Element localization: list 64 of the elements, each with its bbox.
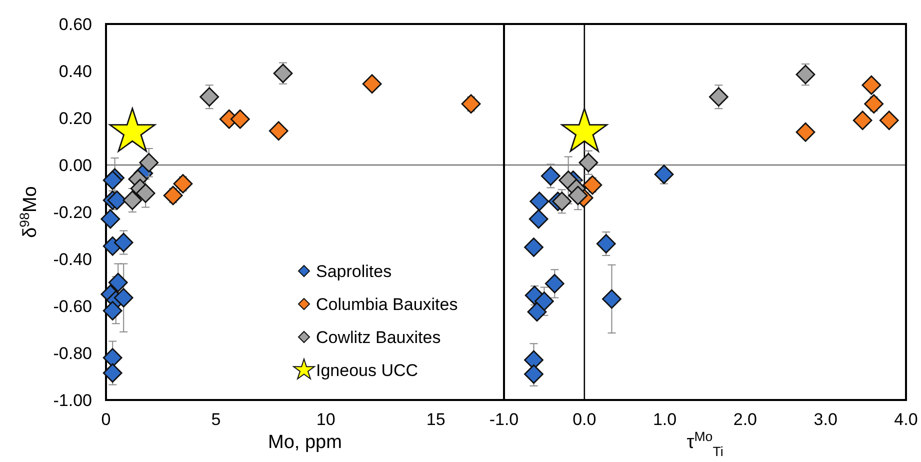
point — [102, 348, 122, 368]
x-tick-label: 10 — [316, 410, 336, 429]
y-tick-label: -0.80 — [53, 344, 92, 363]
point — [582, 175, 602, 195]
point — [540, 166, 560, 186]
point — [524, 238, 544, 257]
point — [796, 64, 816, 84]
point — [102, 301, 122, 320]
point — [864, 94, 884, 114]
point — [107, 190, 127, 210]
x-axis-title: Mo, ppm — [268, 432, 342, 453]
point — [114, 232, 134, 252]
point — [136, 184, 156, 203]
point — [708, 87, 728, 107]
legend-label: Saprolites — [316, 262, 392, 281]
x-tick-label: 0.0 — [572, 410, 596, 429]
point — [596, 234, 616, 254]
point — [108, 272, 128, 292]
point — [122, 190, 142, 210]
x-tick-label: 1.0 — [652, 410, 677, 429]
y-tick-label: -1.00 — [53, 391, 92, 410]
point — [163, 186, 183, 206]
y-tick-label: 0.20 — [58, 109, 92, 128]
point — [114, 288, 134, 308]
point — [568, 186, 588, 206]
point — [200, 87, 220, 107]
point — [528, 209, 548, 229]
point — [230, 109, 250, 129]
x-tick-label: 5 — [211, 410, 221, 429]
legend-label: Igneous UCC — [316, 361, 418, 380]
point — [139, 152, 159, 172]
point — [102, 363, 122, 383]
point — [796, 122, 816, 142]
point — [100, 209, 120, 229]
point — [602, 289, 622, 309]
x-tick-label: -1.0 — [489, 410, 519, 429]
y-tick-label: -0.20 — [53, 203, 92, 222]
point — [524, 364, 544, 384]
y-tick-label: 0.40 — [58, 62, 92, 81]
x-tick-label: 2.0 — [733, 410, 758, 429]
x-tick-label: 4.0 — [894, 410, 918, 429]
point — [173, 174, 193, 194]
point — [544, 274, 564, 294]
legend-label: Columbia Bauxites — [316, 295, 458, 314]
point — [862, 75, 882, 95]
y-tick-label: -0.60 — [53, 297, 92, 316]
x-tick-label: 0 — [101, 410, 111, 429]
point — [273, 64, 293, 84]
point — [552, 192, 572, 212]
point — [530, 192, 550, 212]
y-tick-label: -0.40 — [53, 250, 92, 269]
y-tick-label: 0.00 — [58, 156, 92, 175]
point — [654, 164, 674, 184]
point — [879, 110, 899, 130]
point — [461, 94, 481, 114]
y-tick-label: 0.60 — [58, 15, 92, 34]
point — [578, 152, 598, 172]
point — [852, 110, 872, 130]
x-tick-label: 15 — [426, 410, 446, 429]
point — [527, 302, 547, 322]
x-tick-label: 3.0 — [814, 410, 838, 429]
point — [362, 74, 382, 94]
point — [268, 121, 288, 141]
legend-label: Cowlitz Bauxites — [316, 328, 441, 347]
